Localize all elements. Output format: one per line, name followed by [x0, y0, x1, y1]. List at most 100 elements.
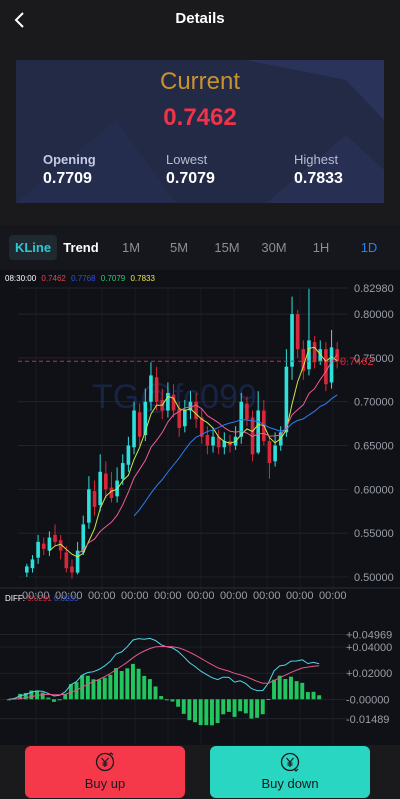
tab-15m[interactable]: 15M [214, 240, 240, 255]
macd-bar [249, 699, 254, 719]
tab-30m[interactable]: 30M [261, 240, 287, 255]
candle-body [53, 534, 57, 542]
candle-body [177, 408, 181, 428]
candle-body [171, 394, 176, 411]
macd-bar [114, 668, 119, 700]
candle-body [290, 314, 294, 367]
time-tick-label: 00:00 [88, 590, 116, 602]
candle-body [222, 441, 227, 448]
macd-bar [142, 675, 147, 700]
candle-body [143, 401, 148, 436]
buy-down-label: Buy down [261, 776, 319, 791]
macd-bar [238, 699, 243, 712]
ma-line-mid [77, 354, 338, 555]
candle-body [92, 491, 97, 507]
time-tick-label: 00:00 [319, 590, 347, 602]
macd-bar [260, 699, 265, 715]
candle-body [166, 392, 170, 411]
lowest-value: 0.7079 [166, 170, 215, 187]
macd-bar [272, 679, 277, 700]
macd-bar [255, 699, 260, 718]
candle-body [324, 349, 328, 385]
buy-up-label: Buy up [84, 776, 126, 791]
back-arrow-icon[interactable] [10, 10, 30, 30]
macd-bar [23, 692, 28, 700]
price-tick-label: 0.80000 [354, 309, 394, 321]
tab-1d[interactable]: 1D [360, 240, 378, 255]
tab-kline[interactable]: KLine [9, 235, 57, 260]
macd-bar [29, 690, 34, 700]
highest-label: Highest [294, 152, 339, 167]
macd-bar [153, 686, 158, 700]
candle-body [109, 487, 114, 499]
macd-bar [288, 676, 293, 700]
candle-body [183, 410, 187, 427]
macd-bar [170, 699, 175, 702]
macd-bar [108, 674, 113, 700]
macd-bar [266, 698, 271, 700]
candle-body [104, 473, 108, 490]
price-tick-label: 0.60000 [354, 484, 394, 496]
highest-stat: Highest 0.7833 [294, 152, 343, 188]
candle-body [41, 543, 46, 549]
macd-bar [119, 671, 124, 700]
macd-bar [57, 699, 62, 701]
candle-body [211, 436, 215, 446]
macd-bar [97, 679, 102, 700]
tab-trend[interactable]: Trend [63, 240, 99, 255]
candle-body [36, 541, 40, 558]
price-tick-label: 0.55000 [354, 528, 394, 540]
candle-body [47, 537, 52, 551]
yen-up-icon [95, 752, 115, 772]
candle-body [25, 566, 29, 573]
lowest-stat: Lowest 0.7079 [166, 152, 215, 188]
price-tick-label: 0.70000 [354, 397, 394, 409]
tab-1h[interactable]: 1H [312, 240, 330, 255]
candle-body [216, 436, 221, 448]
chart-area[interactable]: 0.82980 0.80000 0.75000 0.70000 0.65000 0.600… [0, 270, 400, 745]
time-tick-label: 00:00 [220, 590, 248, 602]
candle-body [64, 552, 69, 569]
macd-bar [198, 699, 203, 726]
candle-body [87, 489, 91, 523]
chart-tabs: KLine Trend 1M 5M 15M 30M 1H 1D [0, 225, 400, 270]
current-price-tag: 0.7462 [340, 356, 374, 368]
page-title: Details [175, 10, 225, 27]
tab-1m[interactable]: 1M [121, 240, 141, 255]
price-tick-label: 0.82980 [354, 283, 394, 295]
trade-bar: Buy up Buy down [0, 745, 400, 799]
candle-body [154, 377, 159, 402]
diff-label: DIFF: [5, 594, 25, 603]
candle-body [30, 559, 35, 569]
legend-time: 08:30:00 [5, 274, 37, 283]
header-bar: Details [0, 0, 400, 40]
macd-tick-label: -0.00000 [346, 694, 389, 706]
macd-bar [102, 677, 107, 700]
buy-down-button[interactable]: Buy down [210, 746, 370, 798]
diff-value-1: 0.0291 [27, 594, 52, 603]
current-label: Current [159, 68, 241, 95]
kline-chart[interactable]: 0.82980 0.80000 0.75000 0.70000 0.65000 0.600… [0, 270, 400, 745]
price-tick-label: 0.50000 [354, 572, 394, 584]
tab-5m[interactable]: 5M [169, 240, 189, 255]
macd-bar [215, 699, 220, 724]
candle-body [70, 566, 74, 573]
macd-bar [68, 684, 73, 700]
macd-bar [18, 693, 23, 700]
macd-bar [35, 690, 40, 700]
candle-body [58, 540, 63, 551]
buy-up-button[interactable]: Buy up [25, 746, 185, 798]
ma-line-short [49, 346, 338, 558]
candle-body [188, 401, 193, 411]
macd-tick-label: +0.02000 [346, 668, 392, 680]
opening-value: 0.7709 [43, 170, 92, 187]
candle-body [126, 445, 131, 465]
macd-bar [294, 681, 299, 700]
macd-bar [91, 679, 96, 700]
macd-bar [232, 699, 237, 717]
macd-bar [159, 696, 164, 700]
opening-stat: Opening 0.7709 [43, 152, 96, 188]
time-tick-label: 00:00 [55, 590, 83, 602]
macd-bar [283, 678, 288, 700]
candle-body [329, 347, 334, 383]
